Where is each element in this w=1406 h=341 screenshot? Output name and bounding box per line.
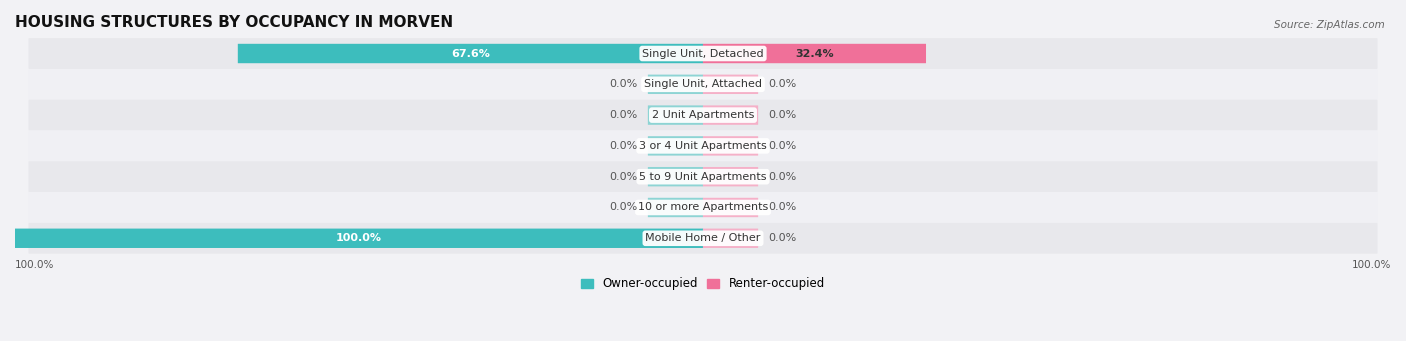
Text: Mobile Home / Other: Mobile Home / Other [645, 233, 761, 243]
FancyBboxPatch shape [648, 105, 703, 125]
FancyBboxPatch shape [703, 136, 758, 155]
Text: 0.0%: 0.0% [768, 233, 797, 243]
Text: 67.6%: 67.6% [451, 48, 489, 59]
FancyBboxPatch shape [28, 223, 1378, 254]
FancyBboxPatch shape [28, 100, 1378, 131]
Text: 0.0%: 0.0% [609, 79, 638, 89]
Text: HOUSING STRUCTURES BY OCCUPANCY IN MORVEN: HOUSING STRUCTURES BY OCCUPANCY IN MORVE… [15, 15, 453, 30]
FancyBboxPatch shape [703, 198, 758, 217]
Text: 0.0%: 0.0% [609, 141, 638, 151]
Text: 2 Unit Apartments: 2 Unit Apartments [652, 110, 754, 120]
Text: 100.0%: 100.0% [1351, 261, 1391, 270]
Text: 0.0%: 0.0% [609, 203, 638, 212]
Text: 0.0%: 0.0% [609, 172, 638, 182]
Text: 5 to 9 Unit Apartments: 5 to 9 Unit Apartments [640, 172, 766, 182]
Text: Single Unit, Detached: Single Unit, Detached [643, 48, 763, 59]
FancyBboxPatch shape [648, 167, 703, 187]
FancyBboxPatch shape [28, 192, 1378, 223]
FancyBboxPatch shape [28, 131, 1378, 161]
Text: Single Unit, Attached: Single Unit, Attached [644, 79, 762, 89]
FancyBboxPatch shape [648, 136, 703, 155]
FancyBboxPatch shape [15, 228, 703, 248]
Legend: Owner-occupied, Renter-occupied: Owner-occupied, Renter-occupied [576, 273, 830, 295]
FancyBboxPatch shape [703, 167, 758, 187]
Text: 0.0%: 0.0% [768, 141, 797, 151]
Text: Source: ZipAtlas.com: Source: ZipAtlas.com [1274, 20, 1385, 30]
FancyBboxPatch shape [703, 44, 927, 63]
Text: 10 or more Apartments: 10 or more Apartments [638, 203, 768, 212]
FancyBboxPatch shape [28, 38, 1378, 69]
Text: 0.0%: 0.0% [768, 110, 797, 120]
FancyBboxPatch shape [703, 228, 758, 248]
Text: 0.0%: 0.0% [768, 172, 797, 182]
FancyBboxPatch shape [28, 69, 1378, 100]
Text: 0.0%: 0.0% [768, 203, 797, 212]
FancyBboxPatch shape [703, 75, 758, 94]
Text: 3 or 4 Unit Apartments: 3 or 4 Unit Apartments [640, 141, 766, 151]
Text: 0.0%: 0.0% [768, 79, 797, 89]
FancyBboxPatch shape [28, 161, 1378, 192]
Text: 100.0%: 100.0% [15, 261, 55, 270]
Text: 32.4%: 32.4% [796, 48, 834, 59]
FancyBboxPatch shape [648, 198, 703, 217]
FancyBboxPatch shape [703, 105, 758, 125]
Text: 100.0%: 100.0% [336, 233, 382, 243]
FancyBboxPatch shape [648, 75, 703, 94]
Text: 0.0%: 0.0% [609, 110, 638, 120]
FancyBboxPatch shape [238, 44, 703, 63]
